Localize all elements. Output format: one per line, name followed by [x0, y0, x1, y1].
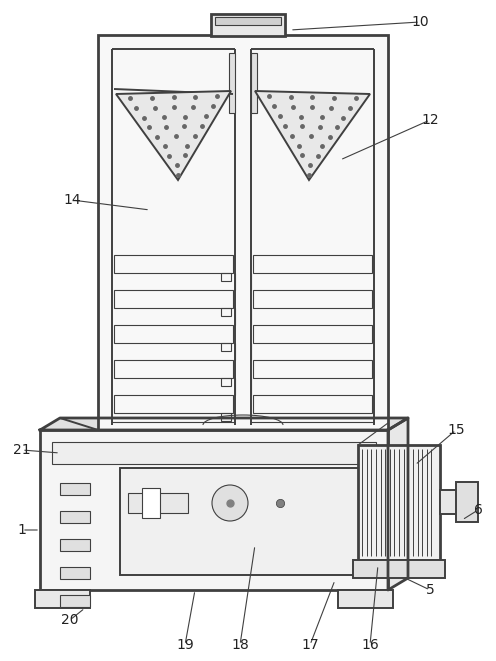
Bar	[338, 590, 393, 608]
Text: 21: 21	[13, 443, 31, 457]
Bar	[60, 483, 90, 495]
Bar	[142, 488, 160, 518]
Bar	[114, 360, 233, 378]
Bar	[40, 430, 388, 590]
Bar	[114, 255, 233, 273]
Bar	[52, 442, 376, 464]
Bar	[221, 378, 231, 386]
Text: 17: 17	[301, 638, 319, 652]
Bar	[221, 343, 231, 351]
Bar	[60, 539, 90, 551]
Polygon shape	[116, 91, 231, 180]
Text: 6: 6	[474, 503, 483, 517]
Bar	[211, 14, 285, 36]
Bar	[253, 325, 372, 343]
Bar	[98, 35, 388, 430]
Bar	[456, 482, 478, 522]
Text: 10: 10	[411, 15, 429, 29]
Bar	[60, 511, 90, 523]
Bar	[114, 325, 233, 343]
Bar	[353, 560, 445, 578]
Bar	[229, 53, 235, 113]
Bar	[120, 468, 368, 575]
Polygon shape	[40, 418, 408, 430]
Text: 20: 20	[61, 613, 79, 627]
Polygon shape	[255, 91, 370, 180]
Bar	[221, 273, 231, 281]
Text: 1: 1	[17, 523, 26, 537]
Bar	[253, 290, 372, 308]
Bar	[358, 445, 440, 560]
Circle shape	[212, 485, 248, 521]
Bar	[253, 395, 372, 413]
Bar	[253, 255, 372, 273]
Bar	[251, 53, 257, 113]
Bar	[221, 308, 231, 316]
Text: 14: 14	[63, 193, 81, 207]
Text: 16: 16	[361, 638, 379, 652]
Bar	[114, 395, 233, 413]
Bar	[221, 413, 231, 421]
Text: 12: 12	[421, 113, 439, 127]
Bar	[128, 493, 188, 513]
Bar	[35, 590, 90, 608]
Text: 15: 15	[447, 423, 465, 437]
Text: 19: 19	[176, 638, 194, 652]
Text: 5: 5	[426, 583, 434, 597]
Bar	[60, 567, 90, 579]
Bar	[215, 17, 281, 25]
Bar	[60, 595, 90, 607]
Bar	[440, 490, 458, 514]
Polygon shape	[388, 418, 408, 590]
Text: 18: 18	[231, 638, 249, 652]
Bar	[114, 290, 233, 308]
Bar	[253, 360, 372, 378]
